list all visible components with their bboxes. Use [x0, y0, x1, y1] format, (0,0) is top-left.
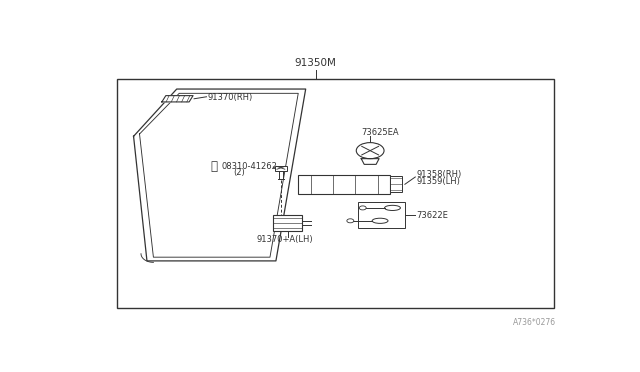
Text: (2): (2)	[233, 168, 244, 177]
Bar	[358, 202, 405, 228]
Bar	[117, 79, 554, 308]
Polygon shape	[361, 158, 379, 164]
Text: A736*0276: A736*0276	[513, 318, 556, 327]
Circle shape	[347, 219, 354, 223]
Text: 73622E: 73622E	[416, 211, 448, 219]
Circle shape	[356, 142, 384, 158]
Text: Ⓢ: Ⓢ	[211, 160, 218, 173]
Bar	[275, 166, 287, 171]
Bar	[298, 175, 390, 193]
Ellipse shape	[372, 218, 388, 223]
Bar	[390, 176, 403, 192]
Circle shape	[359, 206, 366, 210]
Text: 91350M: 91350M	[294, 58, 337, 68]
Bar	[273, 215, 302, 231]
Polygon shape	[162, 96, 193, 102]
Text: 91370(RH): 91370(RH)	[208, 93, 253, 102]
Ellipse shape	[385, 205, 401, 211]
Text: 08310-41262: 08310-41262	[221, 163, 277, 171]
Text: 91370+A(LH): 91370+A(LH)	[256, 235, 313, 244]
Text: 91359(LH): 91359(LH)	[416, 177, 460, 186]
Text: 73625EA: 73625EA	[362, 128, 399, 137]
Text: 91358(RH): 91358(RH)	[416, 170, 461, 179]
